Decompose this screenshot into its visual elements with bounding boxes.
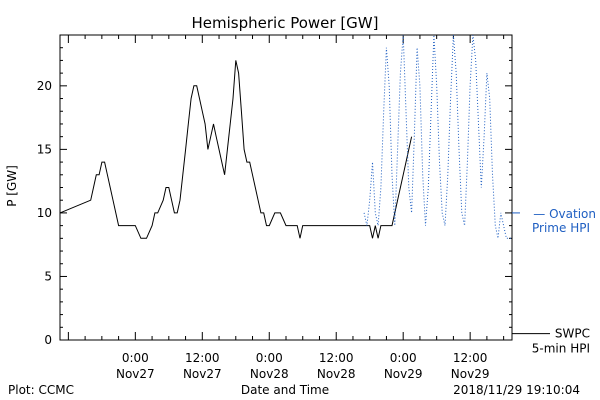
y-tick-label: 10 <box>37 206 52 220</box>
x-tick-label-time: 0:00 <box>390 351 417 365</box>
x-tick-label-date: Nov29 <box>451 367 490 381</box>
legend-swpc-label-line2: 5-min HPI <box>532 342 590 356</box>
x-tick-label-date: Nov28 <box>317 367 356 381</box>
y-tick-label: 15 <box>37 142 52 156</box>
footer-plot-credit: Plot: CCMC <box>8 383 74 397</box>
y-tick-label: 5 <box>44 269 52 283</box>
legend-ovation-label-line1: — Ovation <box>533 207 596 221</box>
chart-title: Hemispheric Power [GW] <box>192 14 379 32</box>
x-tick-label-time: 0:00 <box>122 351 149 365</box>
x-axis-label: Date and Time <box>241 383 329 397</box>
x-tick-label-date: Nov28 <box>250 367 289 381</box>
legend-swpc-label-line1: SWPC <box>555 327 590 341</box>
x-tick-label-time: 12:00 <box>453 351 488 365</box>
plot-area: 0 5 10 15 20 0:00 Nov27 12:00 Nov27 0:00 Nov28 12:0… <box>37 34 596 381</box>
legend-ovation-label-line2: Prime HPI <box>532 221 590 235</box>
x-tick-label-time: 12:00 <box>319 351 354 365</box>
y-tick-label: 20 <box>37 79 52 93</box>
x-tick-label-date: Nov29 <box>384 367 423 381</box>
y-tick-label: 0 <box>44 333 52 347</box>
series-ovation-prime-line <box>363 34 512 239</box>
series-swpc-line <box>59 60 413 239</box>
footer-timestamp: 2018/11/29 19:10:04 <box>453 383 580 397</box>
x-tick-label-time: 12:00 <box>185 351 220 365</box>
x-tick-label-date: Nov27 <box>116 367 155 381</box>
x-tick-label-time: 0:00 <box>256 351 283 365</box>
x-tick-label-date: Nov27 <box>183 367 222 381</box>
plot-frame <box>59 34 513 341</box>
y-axis-label: P [GW] <box>5 165 19 207</box>
